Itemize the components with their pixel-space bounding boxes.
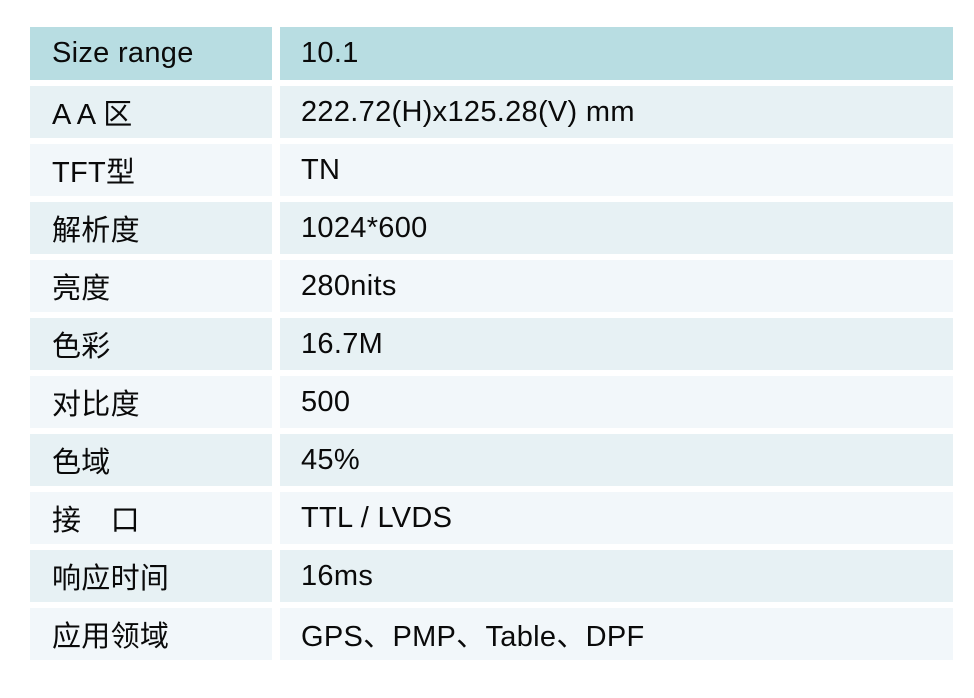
spec-label: 色彩 [30,318,272,370]
spec-value: TN [280,144,953,196]
spec-value: 500 [280,376,953,428]
spec-value: 45% [280,434,953,486]
spec-value: GPS、PMP、Table、DPF [280,608,953,660]
spec-row-aa-area: A A 区 222.72(H)x125.28(V) mm [30,86,953,138]
spec-row-interface: 接 口 TTL / LVDS [30,492,953,544]
spec-label: 解析度 [30,202,272,254]
spec-value: 222.72(H)x125.28(V) mm [280,86,953,138]
spec-value: 280nits [280,260,953,312]
spec-row-size-range: Size range 10.1 [30,27,953,80]
spec-label: 对比度 [30,376,272,428]
spec-label: 亮度 [30,260,272,312]
spec-row-brightness: 亮度 280nits [30,260,953,312]
spec-value: 16ms [280,550,953,602]
spec-label: Size range [30,27,272,80]
spec-value: 16.7M [280,318,953,370]
spec-row-colors: 色彩 16.7M [30,318,953,370]
spec-value: TTL / LVDS [280,492,953,544]
spec-label: 响应时间 [30,550,272,602]
spec-label: 应用领域 [30,608,272,660]
spec-label: A A 区 [30,86,272,138]
spec-row-resolution: 解析度 1024*600 [30,202,953,254]
spec-label: TFT型 [30,144,272,196]
spec-row-contrast: 对比度 500 [30,376,953,428]
spec-row-tft-type: TFT型 TN [30,144,953,196]
spec-label: 接 口 [30,492,272,544]
spec-label: 色域 [30,434,272,486]
spec-table: Size range 10.1 A A 区 222.72(H)x125.28(V… [30,27,953,660]
spec-row-applications: 应用领域 GPS、PMP、Table、DPF [30,608,953,660]
spec-row-response-time: 响应时间 16ms [30,550,953,602]
spec-value: 1024*600 [280,202,953,254]
spec-row-gamut: 色域 45% [30,434,953,486]
spec-value: 10.1 [280,27,953,80]
